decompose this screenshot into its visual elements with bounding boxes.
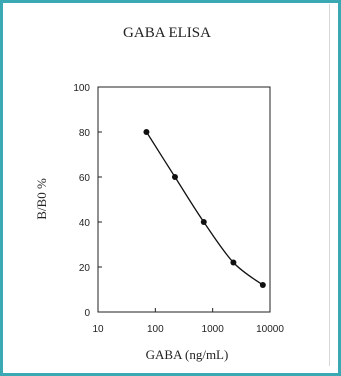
data-point	[143, 129, 150, 135]
y-tick-label: 80	[79, 128, 91, 139]
y-axis-label: B/B0 %	[34, 178, 49, 220]
x-tick-label: 1000	[202, 324, 225, 335]
x-tick-label: 10000	[256, 324, 284, 335]
data-point	[259, 282, 266, 288]
x-axis-label: GABA (ng/mL)	[146, 347, 229, 362]
data-point	[200, 219, 207, 225]
chart-title: GABA ELISA	[123, 25, 211, 41]
x-axis: 10 100 1000 10000	[92, 308, 284, 335]
y-tick-label: 40	[79, 218, 91, 229]
y-tick-label: 100	[73, 83, 90, 94]
y-tick-label: 60	[79, 173, 91, 184]
y-tick-label: 0	[84, 308, 90, 319]
series-line	[145, 131, 264, 286]
plot-area	[97, 86, 271, 313]
x-tick-label: 10	[92, 324, 104, 335]
data-point	[171, 174, 178, 180]
y-axis: 0 20 40 60 80 100	[73, 83, 102, 319]
data-point	[230, 259, 237, 266]
divider-line	[329, 4, 330, 366]
data-points	[143, 129, 266, 288]
x-tick-label: 100	[147, 324, 164, 335]
y-tick-label: 20	[79, 263, 91, 274]
